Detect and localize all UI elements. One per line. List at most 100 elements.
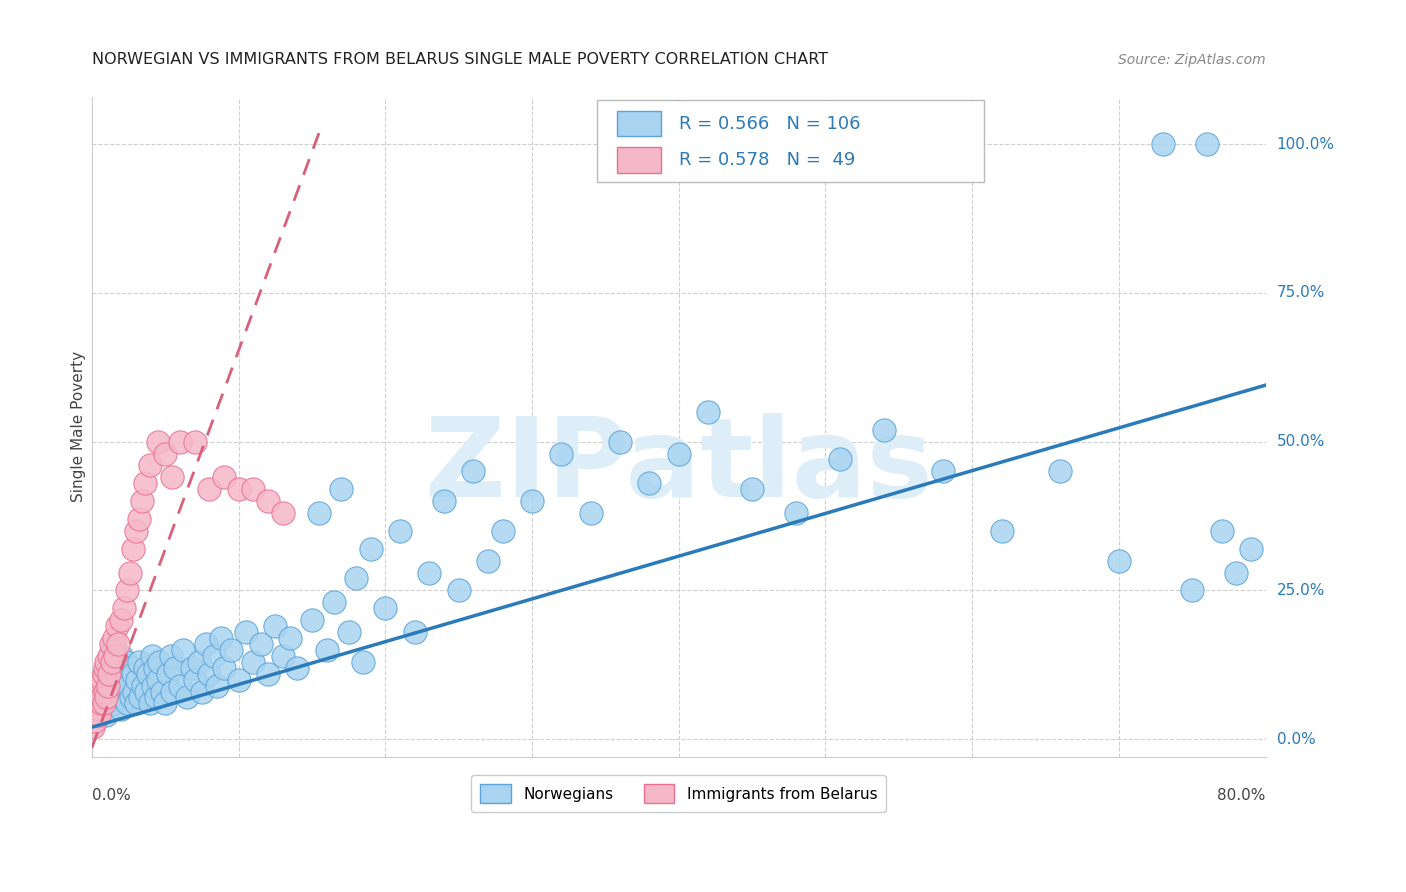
Point xyxy=(82,720,104,734)
Point xyxy=(97,661,120,675)
Point xyxy=(374,601,396,615)
Text: 25.0%: 25.0% xyxy=(1277,582,1324,598)
Text: 80.0%: 80.0% xyxy=(1218,788,1265,803)
Point xyxy=(172,643,194,657)
Point xyxy=(1195,137,1218,152)
Point xyxy=(131,494,153,508)
Point xyxy=(278,631,301,645)
Point xyxy=(110,648,132,663)
Point xyxy=(301,613,323,627)
Point xyxy=(668,446,690,460)
Point xyxy=(249,637,271,651)
Point xyxy=(98,690,121,705)
Point xyxy=(153,697,176,711)
Point xyxy=(141,648,163,663)
Point xyxy=(135,684,157,698)
Point xyxy=(98,666,121,681)
Text: 50.0%: 50.0% xyxy=(1277,434,1324,450)
Point xyxy=(105,655,128,669)
Point xyxy=(89,702,111,716)
Point xyxy=(93,666,115,681)
Point xyxy=(271,648,294,663)
Text: ZIPatlas: ZIPatlas xyxy=(425,413,932,520)
Point xyxy=(125,697,148,711)
Point xyxy=(107,684,129,698)
Point xyxy=(337,625,360,640)
Point xyxy=(202,648,225,663)
Point xyxy=(98,648,121,663)
Point xyxy=(990,524,1012,538)
Point xyxy=(125,524,148,538)
FancyBboxPatch shape xyxy=(596,100,984,183)
Y-axis label: Single Male Poverty: Single Male Poverty xyxy=(72,351,86,502)
Legend: Norwegians, Immigrants from Belarus: Norwegians, Immigrants from Belarus xyxy=(471,775,886,812)
Point xyxy=(360,541,382,556)
Point xyxy=(91,690,114,705)
Point xyxy=(932,464,955,478)
Point xyxy=(120,690,142,705)
Point xyxy=(114,655,136,669)
Point xyxy=(447,583,470,598)
Point xyxy=(520,494,543,508)
Point xyxy=(115,583,138,598)
Point xyxy=(388,524,411,538)
Point xyxy=(100,637,122,651)
Point xyxy=(463,464,485,478)
Point xyxy=(90,697,112,711)
Point xyxy=(205,679,228,693)
Point xyxy=(153,446,176,460)
Point xyxy=(108,666,131,681)
Point xyxy=(169,434,191,449)
Point xyxy=(127,673,149,687)
Point xyxy=(83,714,105,729)
Point xyxy=(134,661,156,675)
Point xyxy=(89,684,111,698)
Point xyxy=(148,655,170,669)
Point xyxy=(285,661,308,675)
Text: 75.0%: 75.0% xyxy=(1277,285,1324,301)
Point xyxy=(107,637,129,651)
Point xyxy=(96,655,118,669)
Point xyxy=(579,506,602,520)
Point xyxy=(84,708,107,723)
Point xyxy=(550,446,572,460)
Point xyxy=(122,541,145,556)
Point xyxy=(228,673,250,687)
Point xyxy=(136,666,159,681)
Point xyxy=(165,661,187,675)
Point xyxy=(97,679,120,693)
Point xyxy=(195,637,218,651)
Point xyxy=(830,452,852,467)
Point xyxy=(1211,524,1233,538)
Point xyxy=(160,648,183,663)
Point xyxy=(103,697,125,711)
Point xyxy=(129,690,152,705)
Point xyxy=(110,613,132,627)
Text: 0.0%: 0.0% xyxy=(91,788,131,803)
Text: R = 0.566   N = 106: R = 0.566 N = 106 xyxy=(679,115,860,133)
Point xyxy=(132,679,155,693)
Point xyxy=(110,702,132,716)
Text: 0.0%: 0.0% xyxy=(1277,731,1316,747)
Point xyxy=(111,690,134,705)
Point xyxy=(118,566,141,580)
Point xyxy=(183,434,205,449)
Point xyxy=(198,666,221,681)
Point xyxy=(112,601,135,615)
Point xyxy=(1152,137,1174,152)
Point xyxy=(264,619,287,633)
Point xyxy=(741,482,763,496)
Point xyxy=(1240,541,1263,556)
Point xyxy=(344,572,367,586)
Point xyxy=(191,684,214,698)
Point xyxy=(209,631,232,645)
Point xyxy=(176,690,198,705)
Point xyxy=(198,482,221,496)
Point xyxy=(134,476,156,491)
Point xyxy=(242,655,264,669)
Point xyxy=(104,648,127,663)
Point xyxy=(257,666,280,681)
Point xyxy=(146,673,169,687)
Point xyxy=(128,655,150,669)
Point xyxy=(94,661,117,675)
